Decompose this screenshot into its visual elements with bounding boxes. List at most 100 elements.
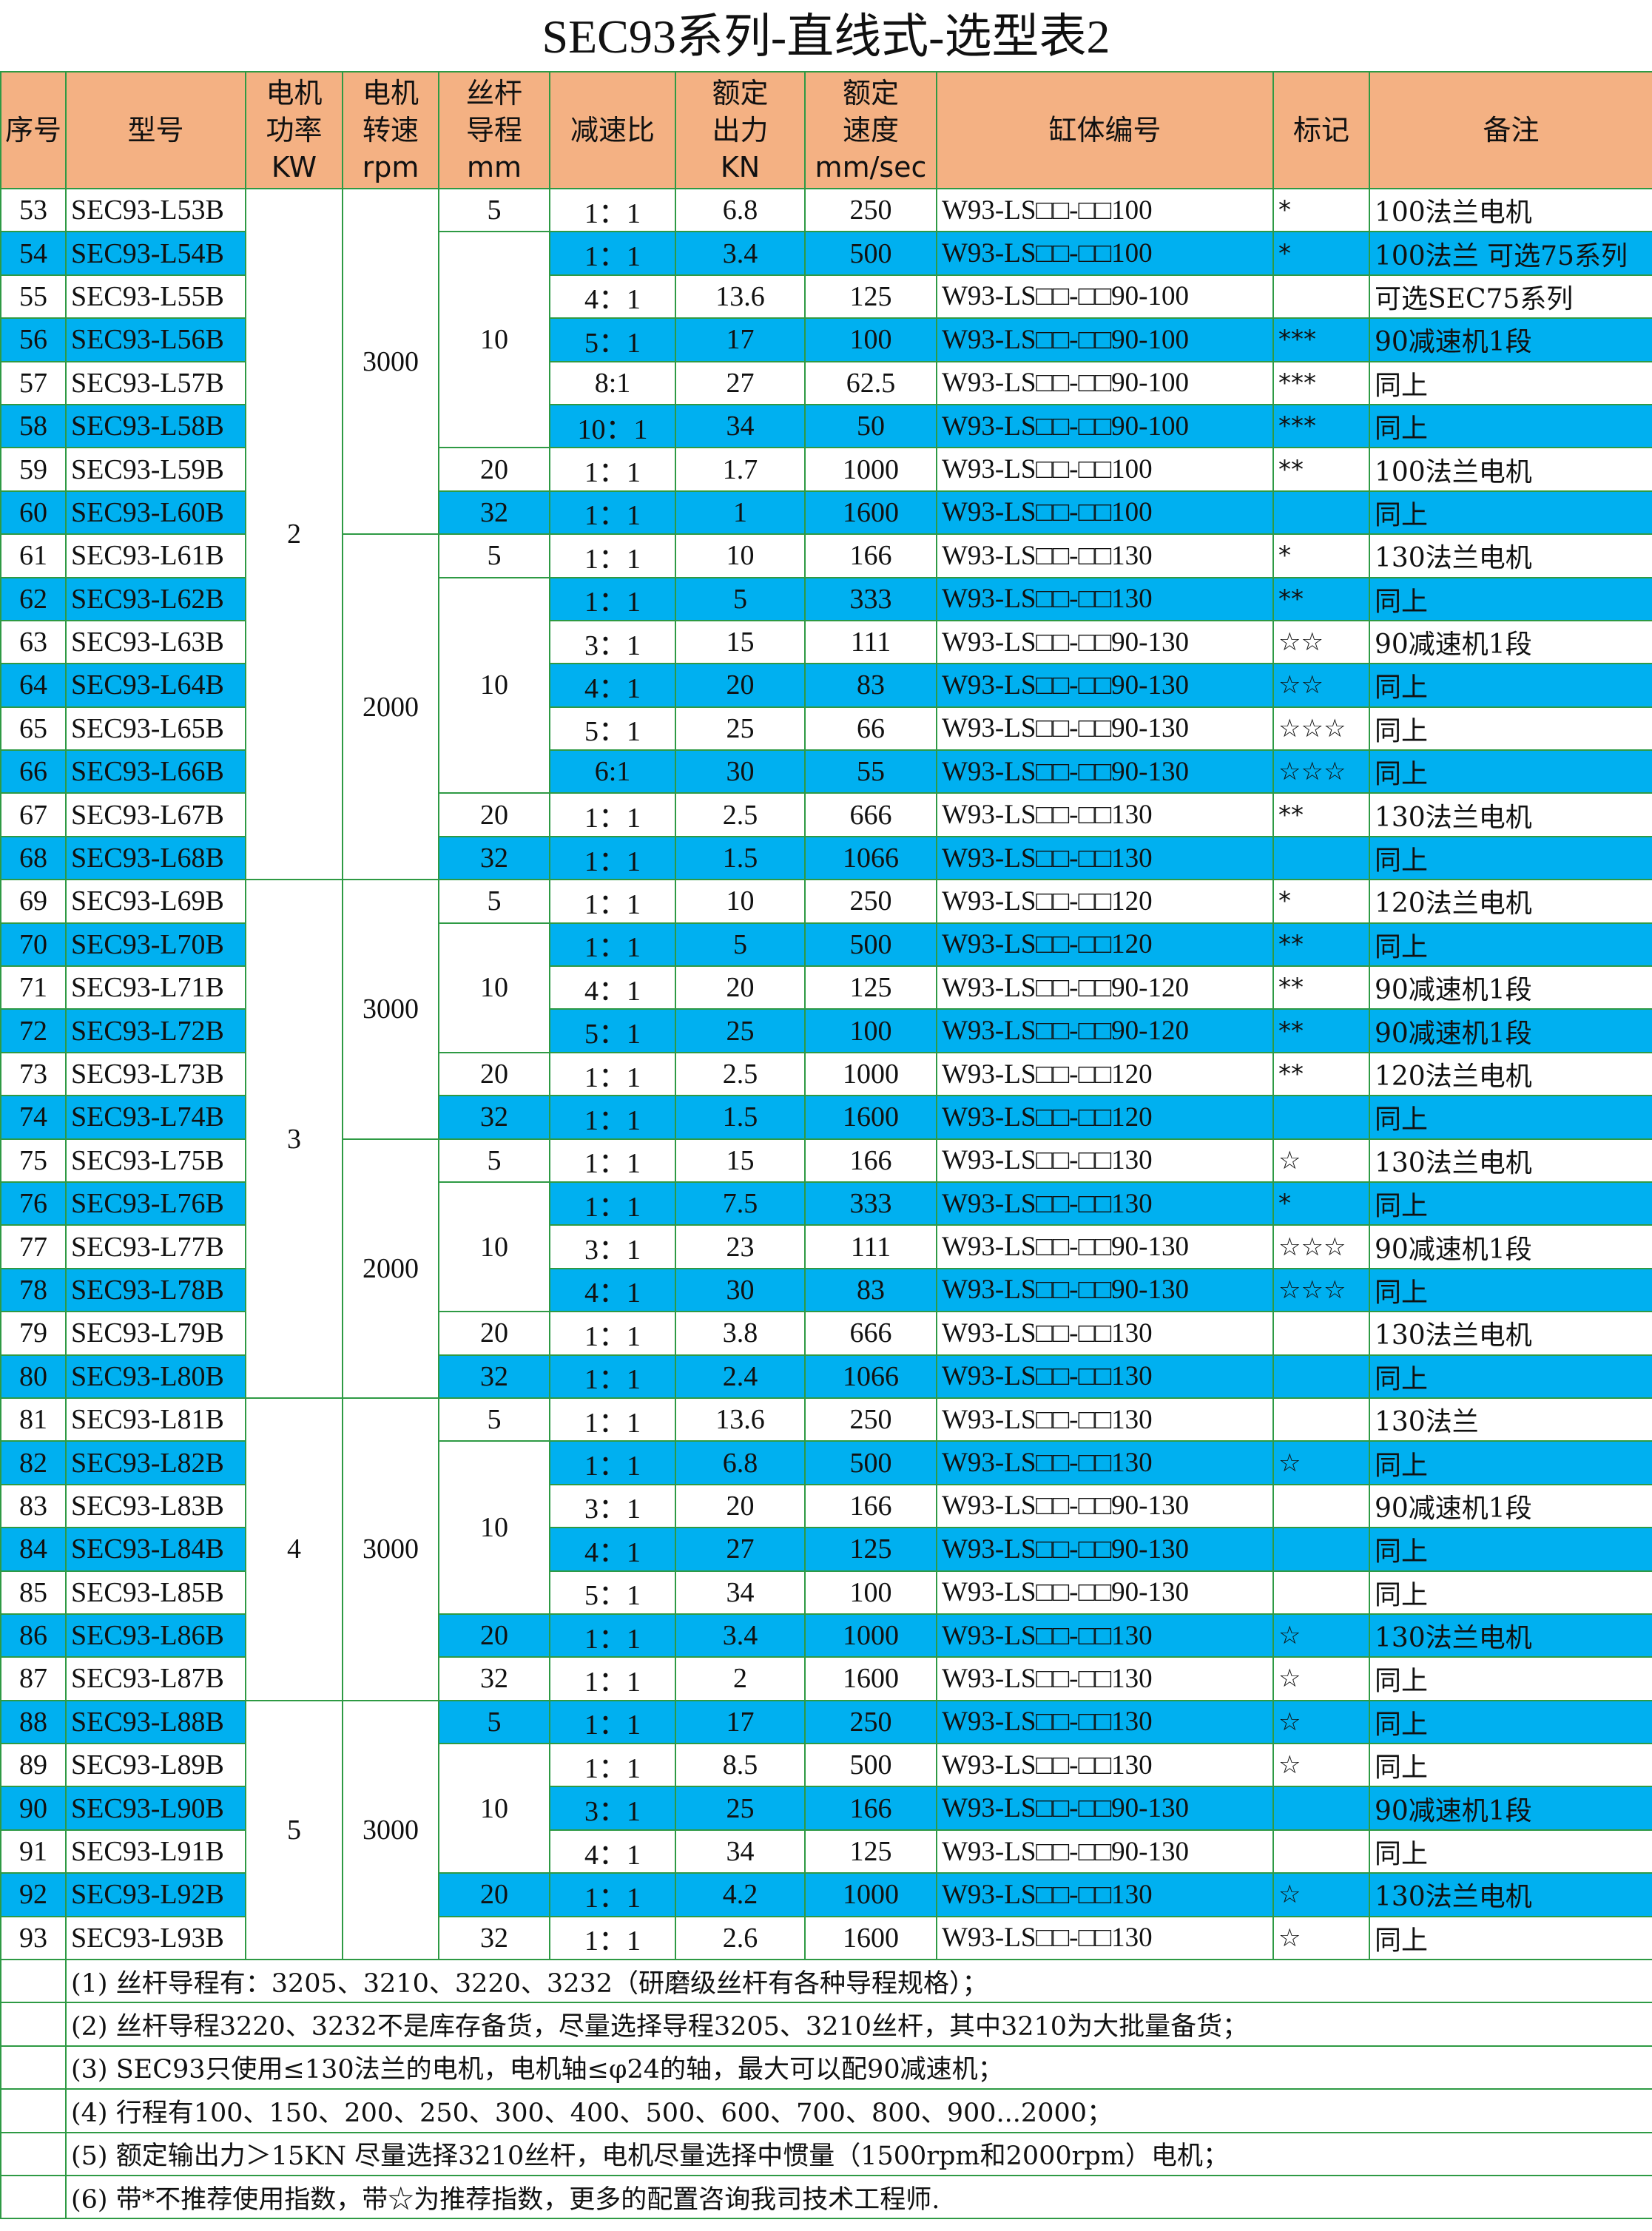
footnote-row: (6) 带*不推荐使用指数，带☆为推荐指数，更多的配置咨询我司技术工程师. — [0, 2174, 1652, 2220]
force-cell: 2 — [675, 1656, 806, 1701]
note-cell: 同上 — [1369, 1354, 1652, 1399]
ratio-cell: 1：1 — [549, 1181, 676, 1226]
force-cell: 5 — [675, 576, 806, 621]
row-number: 58 — [0, 403, 67, 449]
power-cell: 2 — [245, 187, 343, 881]
ratio-cell: 1：1 — [549, 1613, 676, 1658]
header-row: 序号 型号 电机 功率 KW 电机 转速 rpm 丝杆 导程 mm 减速比 额定 出力 KN 额定 速度 mm/s… — [0, 71, 1652, 189]
mark-cell — [1272, 1570, 1370, 1615]
model-cell: SEC93-L90B — [65, 1786, 246, 1831]
speed-value-cell: 1600 — [804, 1915, 937, 1961]
row-number: 72 — [0, 1008, 67, 1053]
model-cell: SEC93-L60B — [65, 490, 246, 536]
footnote-text: (2) 丝杆导程3220、3232不是库存备货，尽量选择导程3205、3210丝… — [65, 2002, 1652, 2047]
lead-cell: 32 — [438, 1915, 550, 1961]
model-cell: SEC93-L73B — [65, 1051, 246, 1097]
mark-cell: ** — [1272, 1008, 1370, 1053]
lead-cell: 32 — [438, 1095, 550, 1140]
force-cell: 2.5 — [675, 1051, 806, 1097]
table-row: 67 SEC93-L67B 20 1：1 2.5 666 W93-LS□□-□□130 ** 1… — [0, 792, 1652, 837]
header-cylinder-line: 缸体编号 — [1048, 114, 1162, 146]
force-cell: 1 — [675, 490, 806, 536]
speed-cell: 3000 — [342, 1397, 439, 1701]
footnote-row: (4) 行程有100、150、200、250、300、400、500、600、7… — [0, 2088, 1652, 2133]
ratio-cell: 1：1 — [549, 1051, 676, 1097]
header-force-line: KN — [720, 151, 761, 183]
speed-value-cell: 250 — [804, 879, 937, 924]
speed-cell: 2000 — [342, 1138, 439, 1399]
model-cell: SEC93-L70B — [65, 922, 246, 968]
table-row: 76 SEC93-L76B 10 1：1 7.5 333 W93-LS□□-□□130 * 同上 — [0, 1181, 1652, 1313]
force-cell: 34 — [675, 1570, 806, 1615]
ratio-cell: 1：1 — [549, 1311, 676, 1356]
cylinder-cell: W93-LS□□-□□130 — [936, 1181, 1274, 1226]
ratio-cell: 1：1 — [549, 447, 676, 492]
header-ratio-line: 减速比 — [570, 114, 655, 146]
speed-value-cell: 1600 — [804, 490, 937, 536]
speed-value-cell: 111 — [804, 619, 937, 665]
speed-value-cell: 166 — [804, 1138, 937, 1183]
speed-value-cell: 333 — [804, 576, 937, 621]
header-lead-line: mm — [466, 151, 522, 183]
table-row: 65 SEC93-L65B 5：1 25 66 W93-LS□□-□□90-130 ☆☆☆ 同… — [0, 706, 1652, 752]
footnote-text: (1) 丝杆导程有：3205、3210、3220、3232（研磨级丝杆有各种导程… — [65, 1959, 1652, 2004]
mark-cell: ☆☆☆ — [1272, 749, 1370, 794]
speed-cell: 3000 — [342, 187, 439, 536]
mark-cell — [1272, 1095, 1370, 1140]
table-row: 66 SEC93-L66B 6:1 30 55 W93-LS□□-□□90-130 ☆☆☆ 同… — [0, 749, 1652, 794]
force-cell: 1.7 — [675, 447, 806, 492]
lead-cell: 5 — [438, 1397, 550, 1442]
ratio-cell: 1：1 — [549, 576, 676, 621]
mark-cell — [1272, 1354, 1370, 1399]
footnote-gutter — [0, 2088, 67, 2133]
row-number: 57 — [0, 360, 67, 405]
row-number: 56 — [0, 317, 67, 362]
force-cell: 15 — [675, 1138, 806, 1183]
cylinder-cell: W93-LS□□-□□100 — [936, 490, 1274, 536]
ratio-cell: 4：1 — [549, 663, 676, 708]
mark-cell: * — [1272, 879, 1370, 924]
speed-value-cell: 50 — [804, 403, 937, 449]
cylinder-cell: W93-LS□□-□□130 — [936, 1311, 1274, 1356]
cylinder-cell: W93-LS□□-□□130 — [936, 1656, 1274, 1701]
cylinder-cell: W93-LS□□-□□130 — [936, 1354, 1274, 1399]
table-row: 91 SEC93-L91B 4：1 34 125 W93-LS□□-□□90-130 同上 — [0, 1829, 1652, 1874]
ratio-cell: 5：1 — [549, 317, 676, 362]
footnote-gutter — [0, 2174, 67, 2220]
note-cell: 90减速机1段 — [1369, 1786, 1652, 1831]
speed-value-cell: 55 — [804, 749, 937, 794]
speed-value-cell: 83 — [804, 663, 937, 708]
header-speed-line: rpm — [362, 151, 419, 183]
header-vel-line: 速度 — [842, 114, 899, 146]
cylinder-cell: W93-LS□□-□□100 — [936, 447, 1274, 492]
table-row: 63 SEC93-L63B 3：1 15 111 W93-LS□□-□□90-130 ☆☆ 9… — [0, 619, 1652, 665]
lead-cell: 20 — [438, 1311, 550, 1356]
footnote-gutter — [0, 2002, 67, 2047]
table-row: 59 SEC93-L59B 20 1：1 1.7 1000 W93-LS□□-□□100 **… — [0, 447, 1652, 492]
note-cell: 130法兰 — [1369, 1397, 1652, 1442]
mark-cell: ** — [1272, 922, 1370, 968]
ratio-cell: 1：1 — [549, 922, 676, 968]
table-row: 56 SEC93-L56B 5：1 17 100 W93-LS□□-□□90-100 ***… — [0, 317, 1652, 362]
cylinder-cell: W93-LS□□-□□90-130 — [936, 749, 1274, 794]
table-body: 53 SEC93-L53B 2 3000 5 1：1 6.8 250 W93-LS□□-□□10… — [0, 187, 1652, 2220]
cylinder-cell: W93-LS□□-□□90-130 — [936, 1483, 1274, 1529]
ratio-cell: 4：1 — [549, 274, 676, 320]
model-cell: SEC93-L75B — [65, 1138, 246, 1183]
speed-value-cell: 500 — [804, 1440, 937, 1485]
mark-cell: ☆☆ — [1272, 663, 1370, 708]
lead-cell: 5 — [438, 1138, 550, 1183]
ratio-cell: 4：1 — [549, 965, 676, 1010]
table-row: 71 SEC93-L71B 4：1 20 125 W93-LS□□-□□90-120 ** 9… — [0, 965, 1652, 1010]
speed-value-cell: 250 — [804, 1397, 937, 1442]
speed-value-cell: 125 — [804, 1527, 937, 1572]
speed-value-cell: 1600 — [804, 1656, 937, 1701]
speed-value-cell: 250 — [804, 1699, 937, 1745]
model-cell: SEC93-L91B — [65, 1829, 246, 1874]
note-cell: 90减速机1段 — [1369, 965, 1652, 1010]
mark-cell — [1272, 1829, 1370, 1874]
row-number: 76 — [0, 1181, 67, 1226]
model-cell: SEC93-L93B — [65, 1915, 246, 1961]
lead-cell: 32 — [438, 1354, 550, 1399]
note-cell: 同上 — [1369, 1527, 1652, 1572]
